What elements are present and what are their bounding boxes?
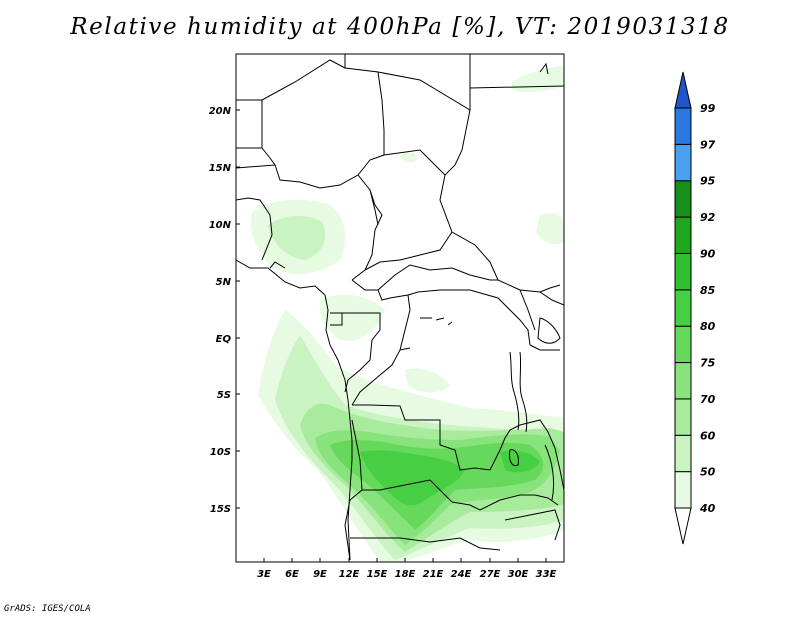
border-line [519, 419, 564, 491]
coastline [269, 261, 286, 269]
colorbar-level-label: 85 [700, 284, 716, 297]
colorbar-segment [674, 252, 692, 291]
border-line [274, 164, 379, 226]
humidity-shading [250, 66, 564, 562]
colorbar-segment [674, 107, 692, 145]
lat-label: 15N [209, 163, 232, 174]
border-line [236, 197, 273, 261]
colorbar-level-label: 97 [700, 138, 716, 151]
lake-outline [519, 351, 528, 433]
lake-outline [539, 62, 549, 75]
lat-label: 10S [210, 447, 231, 458]
lat-label: 5S [217, 390, 231, 401]
border-line [236, 147, 276, 169]
map-title: Relative humidity at 400hPa [%], VT: 201… [70, 14, 730, 40]
colorbar-segment [674, 216, 692, 254]
lake-outline [399, 317, 453, 351]
lon-label: 18E [395, 569, 416, 580]
humidity-contour-60 [268, 215, 326, 260]
colorbar-level-label: 60 [700, 429, 716, 442]
colorbar-segment [674, 143, 692, 182]
lon-label: 6E [285, 569, 299, 580]
colorbar-segment [674, 325, 692, 364]
country-borders [236, 54, 564, 561]
border-line [383, 149, 446, 176]
longitude-labels: 3E 6E 9E 12E 15E 18E 21E 24E 27E 30E 33E [257, 569, 556, 580]
colorbar-segment [674, 398, 692, 436]
lat-label: 20N [209, 106, 232, 117]
latitude-labels: 20N 15N 10N 5N EQ 5S 10S 15S [209, 106, 232, 515]
coastline [236, 259, 353, 561]
map-frame [235, 53, 565, 563]
colorbar-labels: 40 50 60 70 75 80 85 90 92 95 97 99 [699, 102, 716, 515]
colorbar-level-label: 70 [700, 393, 716, 406]
lat-label: 10N [209, 220, 232, 231]
border-line [236, 99, 263, 149]
colorbar-segment [674, 289, 692, 327]
border-line [519, 289, 536, 331]
colorbar-level-label: 99 [700, 102, 716, 115]
colorbar-level-label: 90 [700, 247, 716, 260]
grads-credit: GrADS: IGES/COLA [4, 604, 91, 614]
lon-label: 33E [536, 569, 557, 580]
colorbar-lower-arrow [674, 507, 692, 545]
border-line [364, 231, 453, 271]
lat-label: EQ [216, 334, 232, 345]
border-line [350, 537, 501, 551]
border-line [469, 85, 564, 89]
humidity-contour-50 [405, 368, 450, 393]
border-line [330, 312, 343, 326]
humidity-contour-50 [319, 294, 385, 341]
border-line [407, 289, 531, 346]
colorbar-level-label: 50 [700, 466, 716, 479]
lon-label: 12E [339, 569, 360, 580]
colorbar-level-label: 40 [699, 502, 716, 515]
border-line [439, 109, 499, 281]
lon-label: 27E [480, 569, 501, 580]
border-line [451, 494, 559, 511]
lon-label: 15E [367, 569, 388, 580]
border-line [261, 59, 385, 176]
humidity-contour-50 [400, 152, 418, 163]
lon-label: 24E [451, 569, 472, 580]
lat-label: 15S [210, 504, 231, 515]
colorbar-level-label: 75 [700, 357, 716, 370]
border-line [352, 404, 521, 471]
lake-outline [537, 317, 561, 344]
border-line [351, 309, 411, 406]
border-line [529, 344, 560, 351]
lon-label: 21E [423, 569, 444, 580]
lake-outline [509, 449, 519, 467]
colorbar-level-label: 95 [700, 175, 716, 188]
colorbar-level-label: 80 [700, 320, 716, 333]
border-line [377, 54, 471, 111]
colorbar-segment [674, 471, 692, 509]
colorbar-segment [674, 434, 692, 473]
humidity-contour-85 [360, 450, 465, 506]
border-line [504, 509, 561, 541]
humidity-contour-50 [512, 66, 564, 93]
colorbar [674, 71, 692, 545]
colorbar-segment [674, 362, 692, 400]
humidity-contour-85 [500, 450, 540, 473]
border-line [539, 291, 564, 306]
colorbar-level-label: 92 [700, 211, 716, 224]
border-line [362, 479, 453, 503]
colorbar-segment [674, 180, 692, 218]
border-line [344, 419, 363, 561]
lat-label: 5N [216, 277, 232, 288]
axis-ticks [236, 109, 547, 562]
border-line [351, 189, 383, 281]
lake-outline [544, 444, 555, 501]
border-line [377, 264, 561, 293]
lon-label: 3E [257, 569, 271, 580]
lon-label: 30E [508, 569, 529, 580]
lake-outline [509, 351, 520, 431]
border-line [342, 312, 381, 393]
humidity-contour-50 [536, 212, 564, 245]
lon-label: 9E [313, 569, 327, 580]
colorbar-upper-arrow [674, 71, 692, 109]
